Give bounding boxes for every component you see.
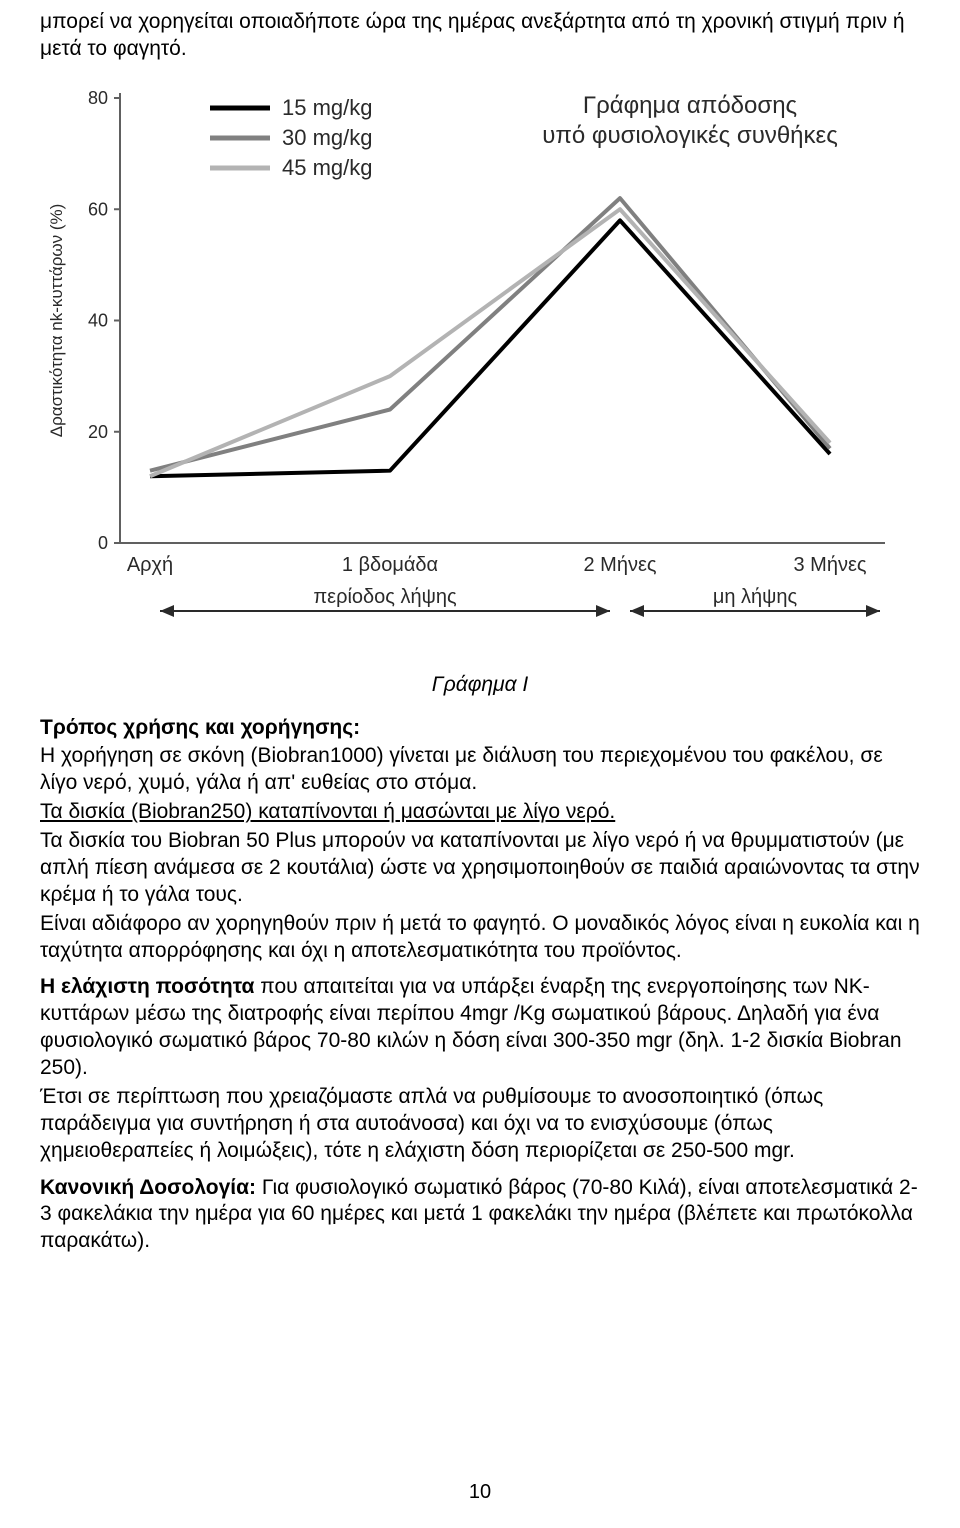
body-text-block: Τρόπος χρήσης και χορήγησης: Η χορήγηση … [40, 715, 920, 1256]
svg-text:Γράφημα απόδοσης: Γράφημα απόδοσης [583, 92, 797, 119]
svg-text:Αρχή: Αρχή [127, 554, 173, 576]
svg-text:1 βδομάδα: 1 βδομάδα [342, 554, 438, 576]
paragraph: Είναι αδιάφορο αν χορηγηθούν πριν ή μετά… [40, 911, 920, 965]
svg-text:30 mg/kg: 30 mg/kg [282, 125, 373, 150]
paragraph: Η χορήγηση σε σκόνη (Biobran1000) γίνετα… [40, 743, 920, 797]
paragraph: Τα δισκία (Biobran250) καταπίνονται ή μα… [40, 799, 920, 826]
svg-text:3 Μήνες: 3 Μήνες [793, 554, 866, 576]
paragraph: Κανονική Δοσολογία: Για φυσιολογικό σωμα… [40, 1175, 920, 1256]
intro-paragraph: μπορεί να χορηγείται οποιαδήποτε ώρα της… [40, 8, 920, 63]
chart-caption: Γράφημα Ι [40, 673, 920, 697]
paragraph: Η ελάχιστη ποσότητα που απαιτείται για ν… [40, 974, 920, 1082]
svg-text:20: 20 [88, 421, 108, 441]
svg-text:2 Μήνες: 2 Μήνες [583, 554, 656, 576]
page-number: 10 [0, 1481, 960, 1504]
svg-text:μη λήψης: μη λήψης [713, 586, 798, 608]
svg-text:80: 80 [88, 88, 108, 108]
svg-text:45 mg/kg: 45 mg/kg [282, 155, 373, 180]
activity-chart: 0 20 40 60 80 Δραστικότητα nk-κυττάρων (%) Αρχ… [40, 73, 920, 663]
svg-text:15 mg/kg: 15 mg/kg [282, 95, 373, 120]
svg-text:40: 40 [88, 310, 108, 330]
svg-text:0: 0 [98, 533, 108, 553]
svg-text:Δραστικότητα nk-κυττάρων (%): Δραστικότητα nk-κυττάρων (%) [47, 203, 66, 437]
paragraph: Έτσι σε περίπτωση που χρειαζόμαστε απλά … [40, 1084, 920, 1165]
svg-text:60: 60 [88, 199, 108, 219]
section-heading: Τρόπος χρήσης και χορήγησης: [40, 716, 360, 739]
paragraph: Τα δισκία του Biobran 50 Plus μπορούν να… [40, 828, 920, 909]
svg-text:υπό φυσιολογικές συνθήκες: υπό φυσιολογικές συνθήκες [542, 122, 838, 149]
svg-text:περίοδος λήψης: περίοδος λήψης [313, 586, 457, 608]
